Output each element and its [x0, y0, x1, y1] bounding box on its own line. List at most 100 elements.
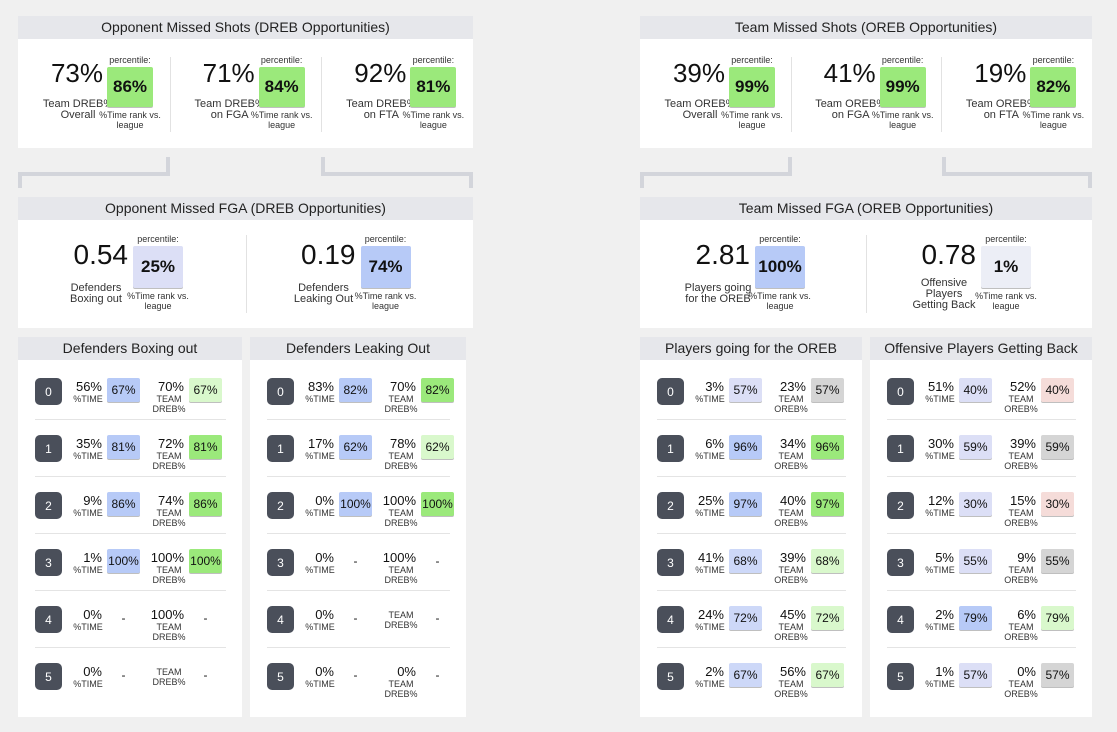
label-text: Team OREB% on FTA [965, 98, 1037, 121]
time-value: 30% [927, 436, 954, 451]
time-value: 6% [705, 436, 724, 451]
row-separator [35, 533, 226, 534]
row-separator [35, 590, 226, 591]
time-caption: %TIME [305, 508, 335, 518]
percentile-box: 86% [189, 492, 222, 516]
time-value: 56% [75, 379, 102, 394]
percentile-box: 97% [811, 492, 844, 516]
stat-label: Team OREB% on FTA [963, 97, 1039, 123]
time-value: 1% [935, 664, 954, 679]
rate-value: 39% [779, 550, 806, 565]
rate-caption: TEAM OREB% [1004, 622, 1038, 642]
percentile-box: 84% [258, 67, 305, 107]
rank-caption: %Time rank vs. league [749, 291, 811, 311]
time-caption: %TIME [695, 451, 725, 461]
bracket [640, 157, 792, 188]
rate-caption: TEAM OREB% [1004, 451, 1038, 471]
time-value: 0% [315, 607, 334, 622]
rate-caption: TEAM DREB% [152, 667, 186, 687]
stat-value: 73% [50, 58, 103, 88]
rank-caption: %Time rank vs. league [871, 110, 934, 130]
stat-value: 71% [202, 58, 255, 88]
time-caption: %TIME [73, 622, 103, 632]
row-index: 3 [657, 549, 684, 576]
rate-value: 56% [779, 664, 806, 679]
row-separator [267, 476, 450, 477]
time-value: 0% [315, 550, 334, 565]
percentile-box: - [203, 668, 208, 682]
time-caption: %TIME [695, 679, 725, 689]
percentile-caption: percentile: [759, 234, 801, 244]
rate-caption: TEAM OREB% [1004, 394, 1038, 414]
time-caption: %TIME [925, 508, 955, 518]
row-index: 5 [35, 663, 62, 690]
time-value: 51% [927, 379, 954, 394]
label-text: Team DREB% Overall [42, 98, 114, 121]
row-index: 4 [657, 606, 684, 633]
rate-caption: TEAM OREB% [1004, 679, 1038, 699]
row-index: 3 [267, 549, 294, 576]
rate-caption: TEAM DREB% [384, 508, 418, 528]
row-separator [267, 590, 450, 591]
percentile-box: 100% [189, 549, 222, 573]
row-separator [657, 476, 846, 477]
row-index: 0 [35, 378, 62, 405]
separator [941, 57, 943, 132]
row-index: 1 [657, 435, 684, 462]
percentile-box: 100% [107, 549, 140, 573]
rate-caption: TEAM DREB% [152, 451, 186, 471]
rate-value: 100% [150, 550, 184, 565]
percentile-box: 30% [959, 492, 992, 516]
bracket [321, 157, 473, 188]
rate-value: 15% [1009, 493, 1036, 508]
rank-caption: %Time rank vs. league [354, 291, 417, 311]
percentile-box: - [121, 611, 126, 625]
rate-caption: TEAM OREB% [1004, 565, 1038, 585]
percentile-caption: percentile: [985, 234, 1027, 244]
row-separator [35, 476, 226, 477]
rank-caption: %Time rank vs. league [721, 110, 783, 130]
time-value: 0% [83, 664, 102, 679]
percentile-box: 30% [1041, 492, 1074, 516]
rate-value: 72% [157, 436, 184, 451]
row-separator [657, 647, 846, 648]
stat-value: 92% [354, 58, 407, 88]
label-text: Defenders Leaking Out [293, 282, 354, 305]
percentile-box: 62% [339, 435, 372, 459]
time-value: 2% [705, 664, 724, 679]
stat-value: 0.54 [73, 239, 129, 270]
section-title: Team Missed FGA (OREB Opportunities) [640, 197, 1092, 220]
percentile-box: 100% [339, 492, 372, 516]
stat-label: Players going for the OREB [681, 276, 755, 312]
percentile-caption: percentile: [881, 55, 924, 65]
rate-value: 0% [397, 664, 416, 679]
rate-value: 100% [382, 493, 416, 508]
percentile-caption: percentile: [731, 55, 773, 65]
time-value: 0% [315, 493, 334, 508]
rank-caption: %Time rank vs. league [99, 110, 161, 130]
percentile-box: 40% [959, 378, 992, 402]
row-separator [35, 647, 226, 648]
rate-value: 70% [389, 379, 416, 394]
rate-value: 45% [779, 607, 806, 622]
percentile-box: 81% [410, 67, 457, 107]
time-value: 24% [697, 607, 724, 622]
row-index: 2 [35, 492, 62, 519]
label-text: Team DREB% on FGA [194, 98, 265, 121]
rate-value: 78% [389, 436, 416, 451]
stat-value: 0.19 [301, 239, 356, 270]
time-caption: %TIME [695, 394, 725, 404]
time-caption: %TIME [305, 622, 335, 632]
time-caption: %TIME [925, 451, 955, 461]
rank-caption: %Time rank vs. league [402, 110, 465, 130]
time-value: 12% [927, 493, 954, 508]
bracket [18, 157, 170, 188]
percentile-box: 96% [811, 435, 844, 459]
percentile-box: 96% [729, 435, 762, 459]
rate-caption: TEAM OREB% [774, 394, 808, 414]
percentile-box: 100% [421, 492, 454, 516]
row-index: 5 [267, 663, 294, 690]
label-text: Offensive Players Getting Back [912, 276, 976, 311]
percentile-box: 40% [1041, 378, 1074, 402]
